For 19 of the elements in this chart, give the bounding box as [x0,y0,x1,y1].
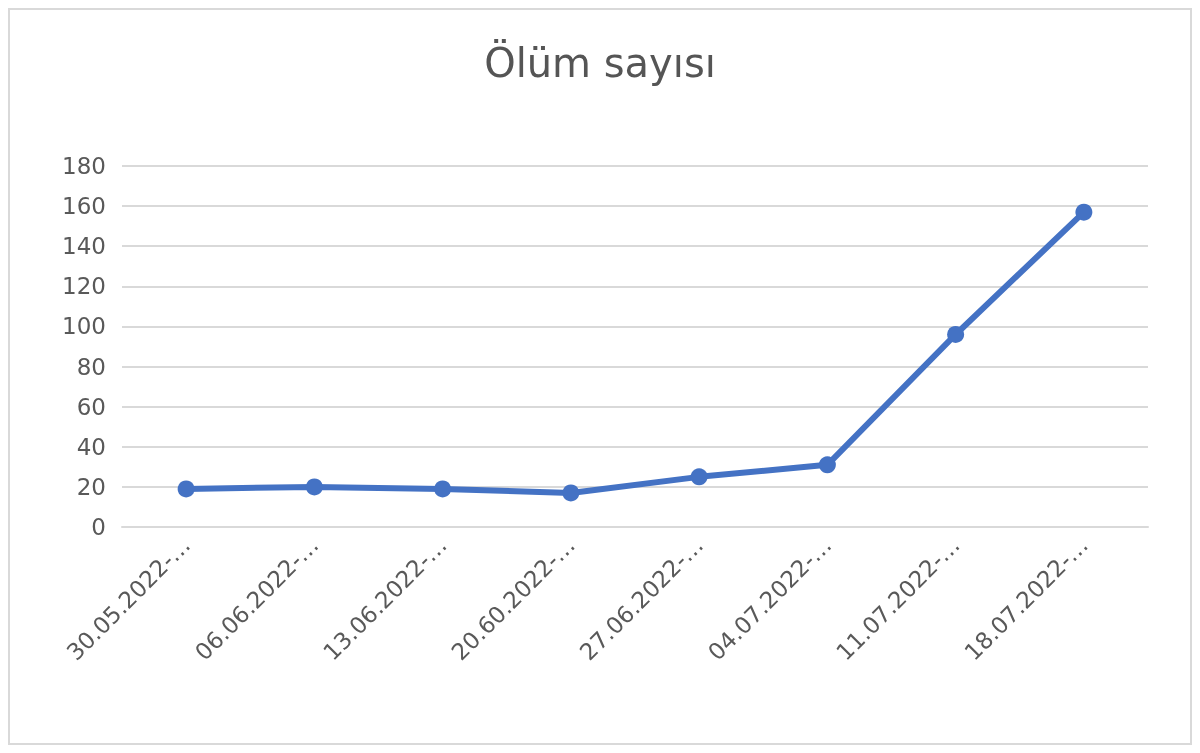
y-tick-label: 0 [91,514,106,540]
y-tick-label: 180 [62,153,106,179]
point [818,456,836,474]
point [562,484,580,502]
point [434,480,452,498]
y-tick-label: 40 [76,433,106,460]
point [690,468,708,486]
y-tick-label: 80 [76,353,106,380]
y-tick-label: 120 [62,273,106,300]
chart-title: Ölüm sayısı [484,39,716,86]
y-tick-label: 140 [62,233,106,260]
y-tick-label: 60 [76,393,106,420]
y-tick-label: 160 [62,193,106,220]
y-tick-label: 20 [76,473,106,500]
point [177,480,195,498]
point [1075,203,1093,221]
point [305,478,323,496]
y-tick-label: 100 [62,313,106,340]
point [947,325,965,343]
